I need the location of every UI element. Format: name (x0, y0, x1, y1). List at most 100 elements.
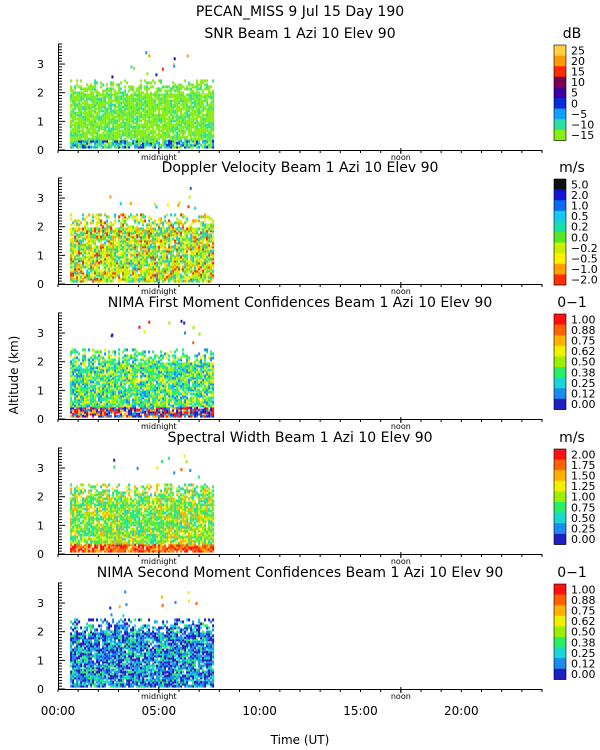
colorbar-label: 0.25 (571, 647, 596, 660)
colorbar-label: 0.2 (571, 221, 589, 234)
y-tick-label: 2 (37, 221, 44, 234)
panel-title: NIMA First Moment Confidences Beam 1 Azi… (108, 295, 492, 311)
colorbar: 5.02.01.00.50.20.0−0.2−0.5−1.0−2.0 (553, 178, 598, 287)
panel-1: SNR Beam 1 Azi 10 Elev 90 dB 0 1 2 3 midnight n… (37, 26, 594, 162)
colorbar-swatch (554, 523, 566, 535)
colorbar-label: 0.75 (571, 501, 596, 514)
colorbar-label: 1.00 (571, 313, 596, 326)
colorbar-label: −0.2 (571, 242, 598, 255)
colorbar-label: 1.25 (571, 480, 596, 493)
colorbar-swatch (554, 76, 566, 88)
colorbar-label: 25 (571, 44, 585, 57)
colorbar-frame (553, 448, 567, 545)
colorbar-swatch (554, 98, 566, 109)
y-tick-label: 2 (37, 356, 44, 369)
panel-4: Spectral Width Beam 1 Azi 10 Elev 90 m/s 0… (37, 430, 596, 566)
colorbar-swatch (554, 345, 566, 357)
colorbar-swatch (554, 512, 566, 524)
colorbar-label: 2.0 (571, 189, 589, 202)
colorbar-label: 15 (571, 66, 585, 79)
y-tick-label: 0 (37, 683, 44, 696)
colorbar-label: −10 (571, 119, 594, 132)
y-tick-label: 2 (37, 491, 44, 504)
colorbar-swatch (554, 605, 566, 617)
colorbar-frame (553, 313, 567, 410)
y-tick-label: 3 (37, 327, 44, 340)
colorbar-label: 0.75 (571, 605, 596, 618)
midnight-label: midnight (141, 422, 177, 431)
noon-label: noon (391, 287, 411, 296)
colorbar-swatch (554, 274, 566, 286)
colorbar-label: 0.75 (571, 335, 596, 348)
colorbar-label: −0.5 (571, 253, 598, 266)
noon-label: noon (391, 153, 411, 162)
colorbar-swatch (554, 242, 566, 254)
colorbar-swatch (554, 377, 566, 389)
colorbar: 2.001.751.501.251.000.750.500.250.00 (553, 448, 596, 546)
colorbar-swatch (554, 129, 566, 141)
panel-title: Spectral Width Beam 1 Azi 10 Elev 90 (167, 430, 432, 446)
y-tick-label: 1 (37, 249, 44, 262)
colorbar-label: 1.00 (571, 491, 596, 504)
colorbar-label: 0.38 (571, 366, 596, 379)
colorbar-unit: m/s (559, 430, 585, 446)
colorbar-unit: 0−1 (557, 565, 587, 581)
colorbar-label: 2.00 (571, 448, 596, 461)
colorbar-swatch (554, 388, 566, 400)
colorbar-label: 0.12 (571, 388, 596, 401)
x-tick-label: 20:00 (444, 704, 479, 718)
noon-label: noon (391, 557, 411, 566)
y-tick-label: 0 (37, 278, 44, 291)
colorbar-swatch (554, 594, 566, 606)
colorbar: 1.000.880.750.620.500.380.250.120.00 (553, 583, 596, 681)
colorbar-swatch (554, 314, 566, 325)
panel-title: SNR Beam 1 Azi 10 Elev 90 (204, 26, 395, 42)
colorbar-swatch (554, 263, 566, 275)
colorbar-label: 0.88 (571, 324, 596, 337)
colorbar-swatch (554, 480, 566, 492)
midnight-label: midnight (141, 153, 177, 162)
heatmap-data (70, 186, 215, 283)
colorbar-swatch (554, 647, 566, 659)
x-tick-label: 00:00 (41, 704, 76, 718)
colorbar-swatch (554, 55, 566, 67)
y-axis-label: Altitude (km) (7, 336, 21, 415)
colorbar-unit: m/s (559, 160, 585, 176)
colorbar-label: 0.12 (571, 658, 596, 671)
colorbar-swatch (554, 108, 566, 120)
colorbar-frame (553, 178, 567, 286)
colorbar-swatch (554, 253, 566, 265)
colorbar-label: 0.25 (571, 523, 596, 536)
colorbar-label: −2.0 (571, 274, 598, 287)
colorbar-swatch (554, 491, 566, 503)
panel-5: NIMA Second Moment Confidences Beam 1 Az… (37, 565, 596, 701)
midnight-label: midnight (141, 692, 177, 701)
colorbar-swatch (554, 335, 566, 347)
colorbar-label: 0.62 (571, 615, 596, 628)
colorbar-swatch (554, 626, 566, 638)
colorbar-label: 1.50 (571, 470, 596, 483)
colorbar-label: 1.75 (571, 459, 596, 472)
colorbar-swatch (554, 324, 566, 336)
colorbar-label: 0.50 (571, 356, 596, 369)
colorbar-swatch (554, 637, 566, 648)
colorbar-swatch (554, 200, 566, 212)
panel-3: NIMA First Moment Confidences Beam 1 Azi… (37, 295, 596, 431)
colorbar-label: 0.62 (571, 345, 596, 358)
colorbar-swatch (554, 356, 566, 368)
heatmap-data (70, 319, 215, 418)
colorbar: 1.000.880.750.620.500.380.250.120.00 (553, 313, 596, 411)
colorbar-swatch (554, 210, 566, 222)
colorbar-label: 1.00 (571, 583, 596, 596)
colorbar-label: 0.50 (571, 512, 596, 525)
colorbar-unit: 0−1 (557, 295, 587, 311)
colorbar-swatch (554, 470, 566, 482)
y-tick-label: 2 (37, 626, 44, 639)
y-tick-label: 2 (37, 87, 44, 100)
bottom-x-ticks: 00:00 05:00 10:00 15:00 20:00 (41, 704, 479, 718)
colorbar-label: 0.38 (571, 636, 596, 649)
colorbar-swatch (554, 615, 566, 627)
colorbar-label: 10 (571, 76, 585, 89)
y-tick-label: 1 (37, 654, 44, 667)
